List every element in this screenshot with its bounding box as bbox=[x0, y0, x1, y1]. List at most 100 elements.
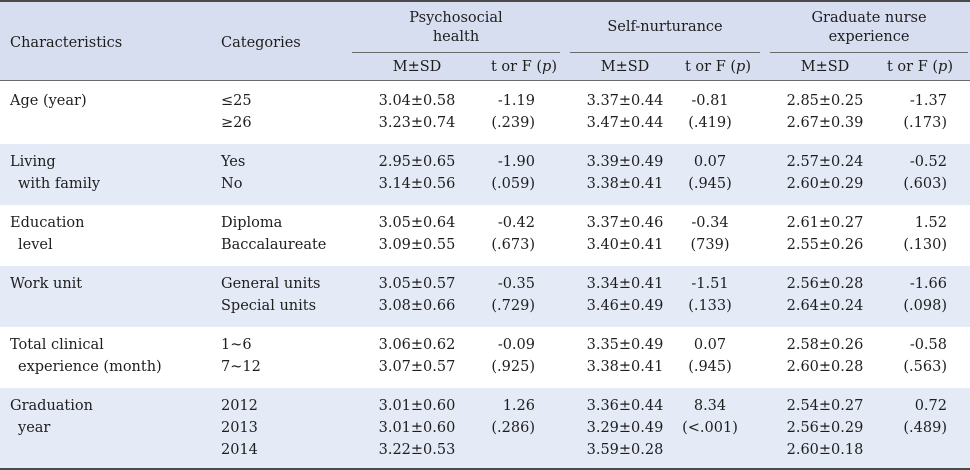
cell-cat: General units bbox=[221, 276, 321, 292]
cell-cat: ≤25 bbox=[221, 93, 252, 109]
cell-sn-msd: 3.29±0.49 bbox=[586, 420, 664, 436]
cell-sn-msd: 3.59±0.28 bbox=[586, 442, 664, 458]
header-psychosocial-line2: health bbox=[432, 29, 480, 45]
cell-sn-t: (.945) bbox=[688, 176, 732, 192]
cell-sn-msd: 3.46±0.49 bbox=[586, 298, 664, 314]
row-characteristic: Graduation bbox=[10, 398, 93, 414]
cell-cat: 2014 bbox=[221, 442, 258, 458]
header-graduate-line1: Graduate nurse bbox=[811, 10, 927, 26]
cell-gn-t: -1.37 bbox=[909, 93, 947, 109]
cell-gn-t: (.130) bbox=[903, 237, 947, 253]
cell-ps-t: -1.90 bbox=[497, 154, 535, 170]
cell-ps-msd: 3.01±0.60 bbox=[378, 420, 456, 436]
cell-ps-msd: 3.08±0.66 bbox=[378, 298, 456, 314]
cell-gn-msd: 2.56±0.29 bbox=[786, 420, 864, 436]
header-ps-msd: M±SD bbox=[392, 59, 442, 75]
row-characteristic: Total clinical bbox=[10, 337, 104, 353]
cell-ps-msd: 3.01±0.60 bbox=[378, 398, 456, 414]
cell-gn-msd: 2.56±0.28 bbox=[786, 276, 864, 292]
cell-ps-t: (.286) bbox=[491, 420, 535, 436]
psychosocial-group-rule bbox=[352, 52, 560, 53]
cell-ps-msd: 2.95±0.65 bbox=[378, 154, 456, 170]
cell-ps-t: (.673) bbox=[491, 237, 535, 253]
header-psychosocial-line1: Psychosocial bbox=[409, 10, 503, 26]
cell-sn-t: 0.07 bbox=[693, 337, 727, 353]
row-characteristic: Living bbox=[10, 154, 56, 170]
cell-sn-t: (.133) bbox=[688, 298, 732, 314]
cell-gn-t: -0.52 bbox=[909, 154, 947, 170]
top-rule bbox=[0, 0, 970, 2]
row-characteristic: level bbox=[18, 237, 53, 253]
cell-ps-msd: 3.06±0.62 bbox=[378, 337, 456, 353]
cell-ps-msd: 3.04±0.58 bbox=[378, 93, 456, 109]
cell-sn-msd: 3.34±0.41 bbox=[586, 276, 664, 292]
cell-sn-t: (739) bbox=[690, 237, 730, 253]
header-sn-msd: M±SD bbox=[600, 59, 650, 75]
row-characteristic: with family bbox=[18, 176, 101, 192]
cell-sn-msd: 3.38±0.41 bbox=[586, 176, 664, 192]
cell-sn-msd: 3.35±0.49 bbox=[586, 337, 664, 353]
bottom-rule bbox=[0, 468, 970, 470]
cell-sn-t: -0.34 bbox=[691, 215, 729, 231]
cell-gn-msd: 2.60±0.18 bbox=[786, 442, 864, 458]
cell-sn-t: (.945) bbox=[688, 359, 732, 375]
cell-ps-msd: 3.05±0.57 bbox=[378, 276, 456, 292]
cell-gn-msd: 2.61±0.27 bbox=[786, 215, 864, 231]
cell-sn-t: (<.001) bbox=[682, 420, 738, 436]
cell-cat: Yes bbox=[221, 154, 246, 170]
cell-gn-msd: 2.60±0.28 bbox=[786, 359, 864, 375]
cell-sn-msd: 3.36±0.44 bbox=[586, 398, 664, 414]
cell-cat: 7~12 bbox=[221, 359, 261, 375]
cell-gn-t: 1.52 bbox=[914, 215, 947, 231]
row-characteristic: Work unit bbox=[10, 276, 83, 292]
cell-sn-t: 0.07 bbox=[693, 154, 727, 170]
cell-ps-msd: 3.09±0.55 bbox=[378, 237, 456, 253]
header-gn-msd: M±SD bbox=[800, 59, 850, 75]
cell-gn-msd: 2.60±0.29 bbox=[786, 176, 864, 192]
cell-gn-msd: 2.64±0.24 bbox=[786, 298, 864, 314]
header-categories: Categories bbox=[221, 35, 301, 51]
cell-gn-t: (.563) bbox=[903, 359, 947, 375]
cell-gn-msd: 2.54±0.27 bbox=[786, 398, 864, 414]
row-characteristic: Age (year) bbox=[10, 93, 87, 109]
row-characteristic: Education bbox=[10, 215, 85, 231]
cell-ps-t: (.059) bbox=[491, 176, 535, 192]
cell-gn-msd: 2.57±0.24 bbox=[786, 154, 864, 170]
cell-sn-msd: 3.39±0.49 bbox=[586, 154, 664, 170]
header-bottom-rule bbox=[0, 80, 970, 81]
cell-cat: 1~6 bbox=[221, 337, 252, 353]
header-characteristics: Characteristics bbox=[10, 35, 123, 51]
cell-cat: 2013 bbox=[221, 420, 258, 436]
cell-cat: Baccalaureate bbox=[221, 237, 327, 253]
cell-sn-t: -0.81 bbox=[691, 93, 729, 109]
table-header-background bbox=[0, 0, 970, 80]
cell-ps-t: -0.35 bbox=[497, 276, 535, 292]
cell-ps-t: (.239) bbox=[491, 115, 535, 131]
cell-ps-msd: 3.14±0.56 bbox=[378, 176, 456, 192]
header-ps-tf: t or F (p) bbox=[490, 59, 557, 75]
cell-ps-t: (.925) bbox=[491, 359, 535, 375]
cell-sn-t: 8.34 bbox=[693, 398, 727, 414]
row-characteristic: year bbox=[18, 420, 51, 436]
cell-gn-t: -1.66 bbox=[909, 276, 947, 292]
cell-cat: Diploma bbox=[221, 215, 283, 231]
cell-ps-msd: 3.23±0.74 bbox=[378, 115, 456, 131]
cell-gn-msd: 2.58±0.26 bbox=[786, 337, 864, 353]
cell-cat: No bbox=[221, 176, 243, 192]
self-nurturance-group-rule bbox=[570, 52, 760, 53]
cell-cat: 2012 bbox=[221, 398, 258, 414]
cell-gn-t: -0.58 bbox=[909, 337, 947, 353]
cell-cat: Special units bbox=[221, 298, 317, 314]
header-gn-tf: t or F (p) bbox=[886, 59, 953, 75]
cell-ps-t: -0.42 bbox=[497, 215, 535, 231]
cell-cat: ≥26 bbox=[221, 115, 252, 131]
cell-gn-msd: 2.67±0.39 bbox=[786, 115, 864, 131]
cell-ps-t: 1.26 bbox=[502, 398, 535, 414]
cell-sn-msd: 3.40±0.41 bbox=[586, 237, 664, 253]
cell-sn-t: (.419) bbox=[688, 115, 732, 131]
cell-ps-msd: 3.07±0.57 bbox=[378, 359, 456, 375]
cell-sn-t: -1.51 bbox=[691, 276, 729, 292]
cell-sn-msd: 3.37±0.44 bbox=[586, 93, 664, 109]
cell-sn-msd: 3.38±0.41 bbox=[586, 359, 664, 375]
